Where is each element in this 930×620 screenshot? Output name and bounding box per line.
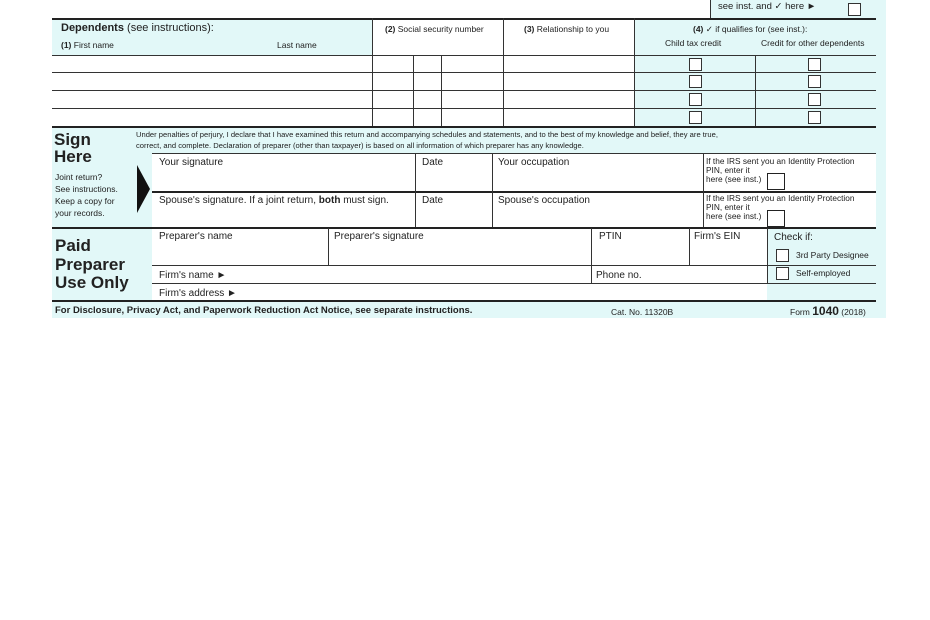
your-occupation-field[interactable]: Your occupation [498, 157, 570, 168]
col2-header: (2) Social security number [385, 24, 484, 34]
paid-preparer-title: Paid Preparer Use Only [55, 236, 129, 293]
here-title: Here [54, 147, 92, 166]
sign-arrow-icon [137, 165, 150, 213]
dependents-title: Dependents (see instructions): [61, 22, 214, 34]
firm-name-field[interactable]: Firm's name ► [159, 270, 227, 281]
declaration-line-1: Under penalties of perjury, I declare th… [136, 130, 718, 139]
date-field[interactable]: Date [422, 157, 444, 168]
declaration-line-2: correct, and complete. Declaration of pr… [136, 141, 584, 150]
preparer-signature-field[interactable]: Preparer's signature [334, 231, 424, 242]
child-tax-credit-checkbox[interactable] [689, 93, 702, 106]
last-name-header: Last name [277, 40, 317, 50]
cat-number: Cat. No. 11320B [611, 307, 674, 317]
signature-area [152, 153, 876, 228]
pin-label: If the IRS sent you an Identity Protecti… [706, 156, 855, 185]
firm-address-field[interactable]: Firm's address ► [159, 288, 237, 299]
third-party-designee-checkbox[interactable] [776, 249, 789, 262]
other-dependents-checkbox[interactable] [808, 58, 821, 71]
self-employed-checkbox[interactable] [776, 267, 789, 280]
col1-header: (1) First name [61, 40, 114, 50]
see-inst-label: see inst. and ✓ here ► [718, 1, 817, 12]
other-dependents-checkbox[interactable] [808, 93, 821, 106]
top-checkbox[interactable] [848, 3, 861, 16]
other-dependents-checkbox[interactable] [808, 111, 821, 124]
form-id: Form 1040 (2018) [790, 304, 866, 318]
phone-field[interactable]: Phone no. [596, 270, 642, 281]
spouse-pin-label: If the IRS sent you an Identity Protecti… [706, 193, 855, 222]
other-dependents-header: Credit for other dependents [761, 38, 865, 48]
col4-header: (4) ✓ if qualifies for (see inst.): [693, 24, 808, 34]
preparer-area [152, 228, 767, 300]
other-dependents-checkbox[interactable] [808, 75, 821, 88]
preparer-name-field[interactable]: Preparer's name [159, 231, 233, 242]
your-signature-field[interactable]: Your signature [159, 157, 224, 168]
check-if-label: Check if: [774, 232, 813, 243]
child-tax-credit-checkbox[interactable] [689, 111, 702, 124]
spouse-signature-field[interactable]: Spouse's signature. If a joint return, b… [159, 195, 389, 206]
third-party-designee-label: 3rd Party Designee [796, 250, 869, 260]
ptin-field[interactable]: PTIN [599, 231, 622, 242]
child-tax-credit-checkbox[interactable] [689, 58, 702, 71]
child-tax-credit-checkbox[interactable] [689, 75, 702, 88]
self-employed-label: Self-employed [796, 268, 851, 278]
spouse-occupation-field[interactable]: Spouse's occupation [498, 195, 590, 206]
footer-notice: For Disclosure, Privacy Act, and Paperwo… [55, 305, 473, 316]
blank-area [52, 0, 710, 18]
child-tax-credit-header: Child tax credit [665, 38, 722, 48]
col3-header: (3) Relationship to you [524, 24, 610, 34]
sign-note: Joint return? See instructions. Keep a cop… [55, 172, 118, 218]
spouse-date-field[interactable]: Date [422, 195, 444, 206]
firm-ein-field[interactable]: Firm's EIN [694, 231, 741, 242]
sign-title: Sign [54, 130, 91, 149]
